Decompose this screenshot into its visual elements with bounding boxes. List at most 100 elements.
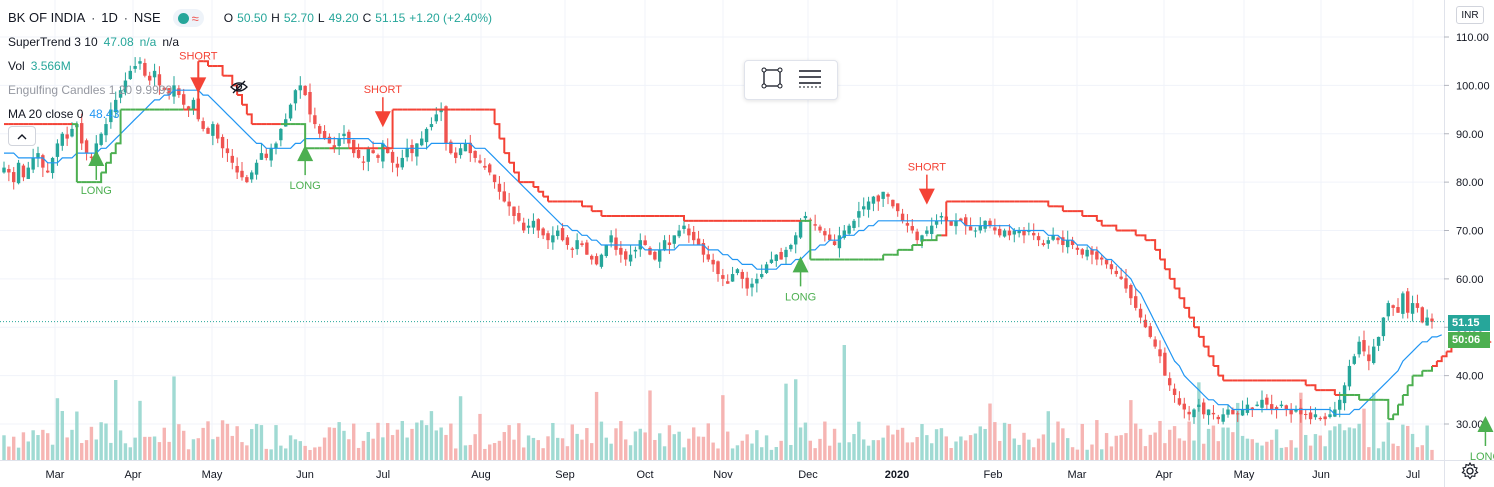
- volume-bar: [458, 396, 463, 460]
- supertrend-segment: [237, 94, 243, 105]
- volume-bar: [342, 430, 346, 460]
- volume-bar: [201, 427, 205, 460]
- short-signal-label: SHORT: [908, 162, 947, 174]
- volume-bar: [993, 422, 997, 460]
- indicator-supertrend[interactable]: SuperTrend 3 10 47.08 n/a n/a: [8, 30, 492, 54]
- candle-body: [424, 128, 429, 143]
- volume-bar: [230, 435, 234, 460]
- candle-body: [1386, 303, 1390, 317]
- candle-body: [1002, 230, 1007, 237]
- volume-bar: [1352, 428, 1356, 460]
- volume-bar: [701, 436, 706, 460]
- volume-bar: [1168, 429, 1172, 460]
- supertrend-segment: [115, 109, 122, 145]
- volume-bar: [964, 440, 968, 460]
- volume-bar: [896, 429, 900, 460]
- supertrend-segment: [203, 60, 209, 67]
- candle-body: [852, 220, 856, 228]
- candle-body: [619, 247, 623, 255]
- indicator-ma[interactable]: MA 20 close 0 48.43: [8, 102, 492, 126]
- candle-body: [458, 148, 463, 156]
- candle-body: [347, 131, 351, 144]
- volume-name: Vol: [8, 59, 25, 73]
- chart-settings-button[interactable]: [1460, 461, 1480, 483]
- candle-body: [60, 133, 64, 146]
- candle-body: [687, 228, 691, 236]
- market-status-pill[interactable]: ≈: [172, 9, 204, 27]
- volume-bar: [1109, 446, 1114, 460]
- line-settings-button[interactable]: [795, 65, 825, 95]
- y-tick-label: 100.00: [1456, 80, 1490, 92]
- volume-bar: [847, 442, 851, 460]
- x-tick-label: Mar: [46, 469, 65, 481]
- supertrend-segment: [1189, 316, 1195, 328]
- x-tick-label: 2020: [885, 469, 909, 481]
- supertrend-segment: [489, 108, 496, 125]
- volume-bar: [80, 443, 84, 460]
- candle-body: [502, 191, 506, 202]
- volume-bar: [551, 422, 555, 460]
- select-tool-button[interactable]: [757, 65, 787, 95]
- interval-label[interactable]: 1D: [101, 10, 118, 25]
- supertrend-segment: [1300, 379, 1307, 386]
- volume-bar: [478, 413, 482, 460]
- candle-body: [240, 170, 244, 178]
- supertrend-segment: [1169, 277, 1176, 289]
- indicator-engulfing[interactable]: Engulfing Candles 1 20 9.9999: [8, 78, 492, 102]
- volume-bar: [1202, 443, 1206, 460]
- volume-bar: [1347, 427, 1352, 460]
- candle-body: [225, 148, 230, 154]
- candle-body: [677, 230, 681, 237]
- candle-body: [1080, 249, 1084, 255]
- x-tick-label: May: [202, 469, 223, 481]
- volume-bar: [949, 447, 953, 460]
- candle-body: [1022, 230, 1026, 236]
- candle-body: [1313, 414, 1318, 418]
- volume-bar: [75, 411, 79, 460]
- candle-body: [531, 220, 536, 228]
- market-open-icon: [177, 12, 189, 24]
- volume-bar: [1114, 435, 1118, 460]
- indicator-volume[interactable]: Vol 3.566M: [8, 54, 492, 78]
- volume-bar: [1163, 443, 1167, 460]
- candle-body: [1294, 409, 1298, 412]
- supertrend-segment: [217, 65, 224, 76]
- volume-bar: [735, 445, 740, 460]
- candle-body: [1197, 404, 1201, 408]
- collapse-legend-button[interactable]: [8, 126, 36, 146]
- ma-value: 48.43: [89, 107, 120, 121]
- volume-bar: [434, 430, 438, 460]
- candle-body: [177, 88, 181, 96]
- candle-body: [594, 256, 599, 265]
- candle-body: [998, 228, 1002, 236]
- candle-body: [1255, 404, 1259, 407]
- candle-body: [405, 148, 409, 158]
- supertrend-segment: [1174, 287, 1181, 299]
- candle-body: [692, 231, 696, 241]
- candle-body: [726, 281, 730, 284]
- volume-value: 3.566M: [30, 59, 71, 73]
- currency-button[interactable]: INR: [1456, 6, 1484, 24]
- volume-bar: [779, 440, 783, 460]
- eye-crossed-icon[interactable]: [229, 79, 249, 95]
- volume-bar: [968, 435, 973, 460]
- candle-body: [653, 251, 657, 260]
- volume-bar: [225, 423, 230, 460]
- symbol-name[interactable]: BK OF INDIA: [8, 10, 86, 25]
- candle-body: [886, 194, 890, 197]
- volume-bar: [837, 442, 842, 460]
- volume-bar: [638, 428, 642, 460]
- volume-bar: [143, 436, 147, 460]
- volume-bar: [619, 421, 623, 460]
- volume-bar: [133, 437, 137, 460]
- candle-body: [609, 235, 613, 243]
- volume-bar: [881, 437, 885, 460]
- candle-body: [716, 261, 720, 275]
- volume-bar: [390, 435, 395, 460]
- candle-body: [604, 245, 608, 257]
- candle-body: [507, 201, 511, 207]
- candle-body: [1172, 388, 1177, 395]
- candle-body: [740, 271, 744, 279]
